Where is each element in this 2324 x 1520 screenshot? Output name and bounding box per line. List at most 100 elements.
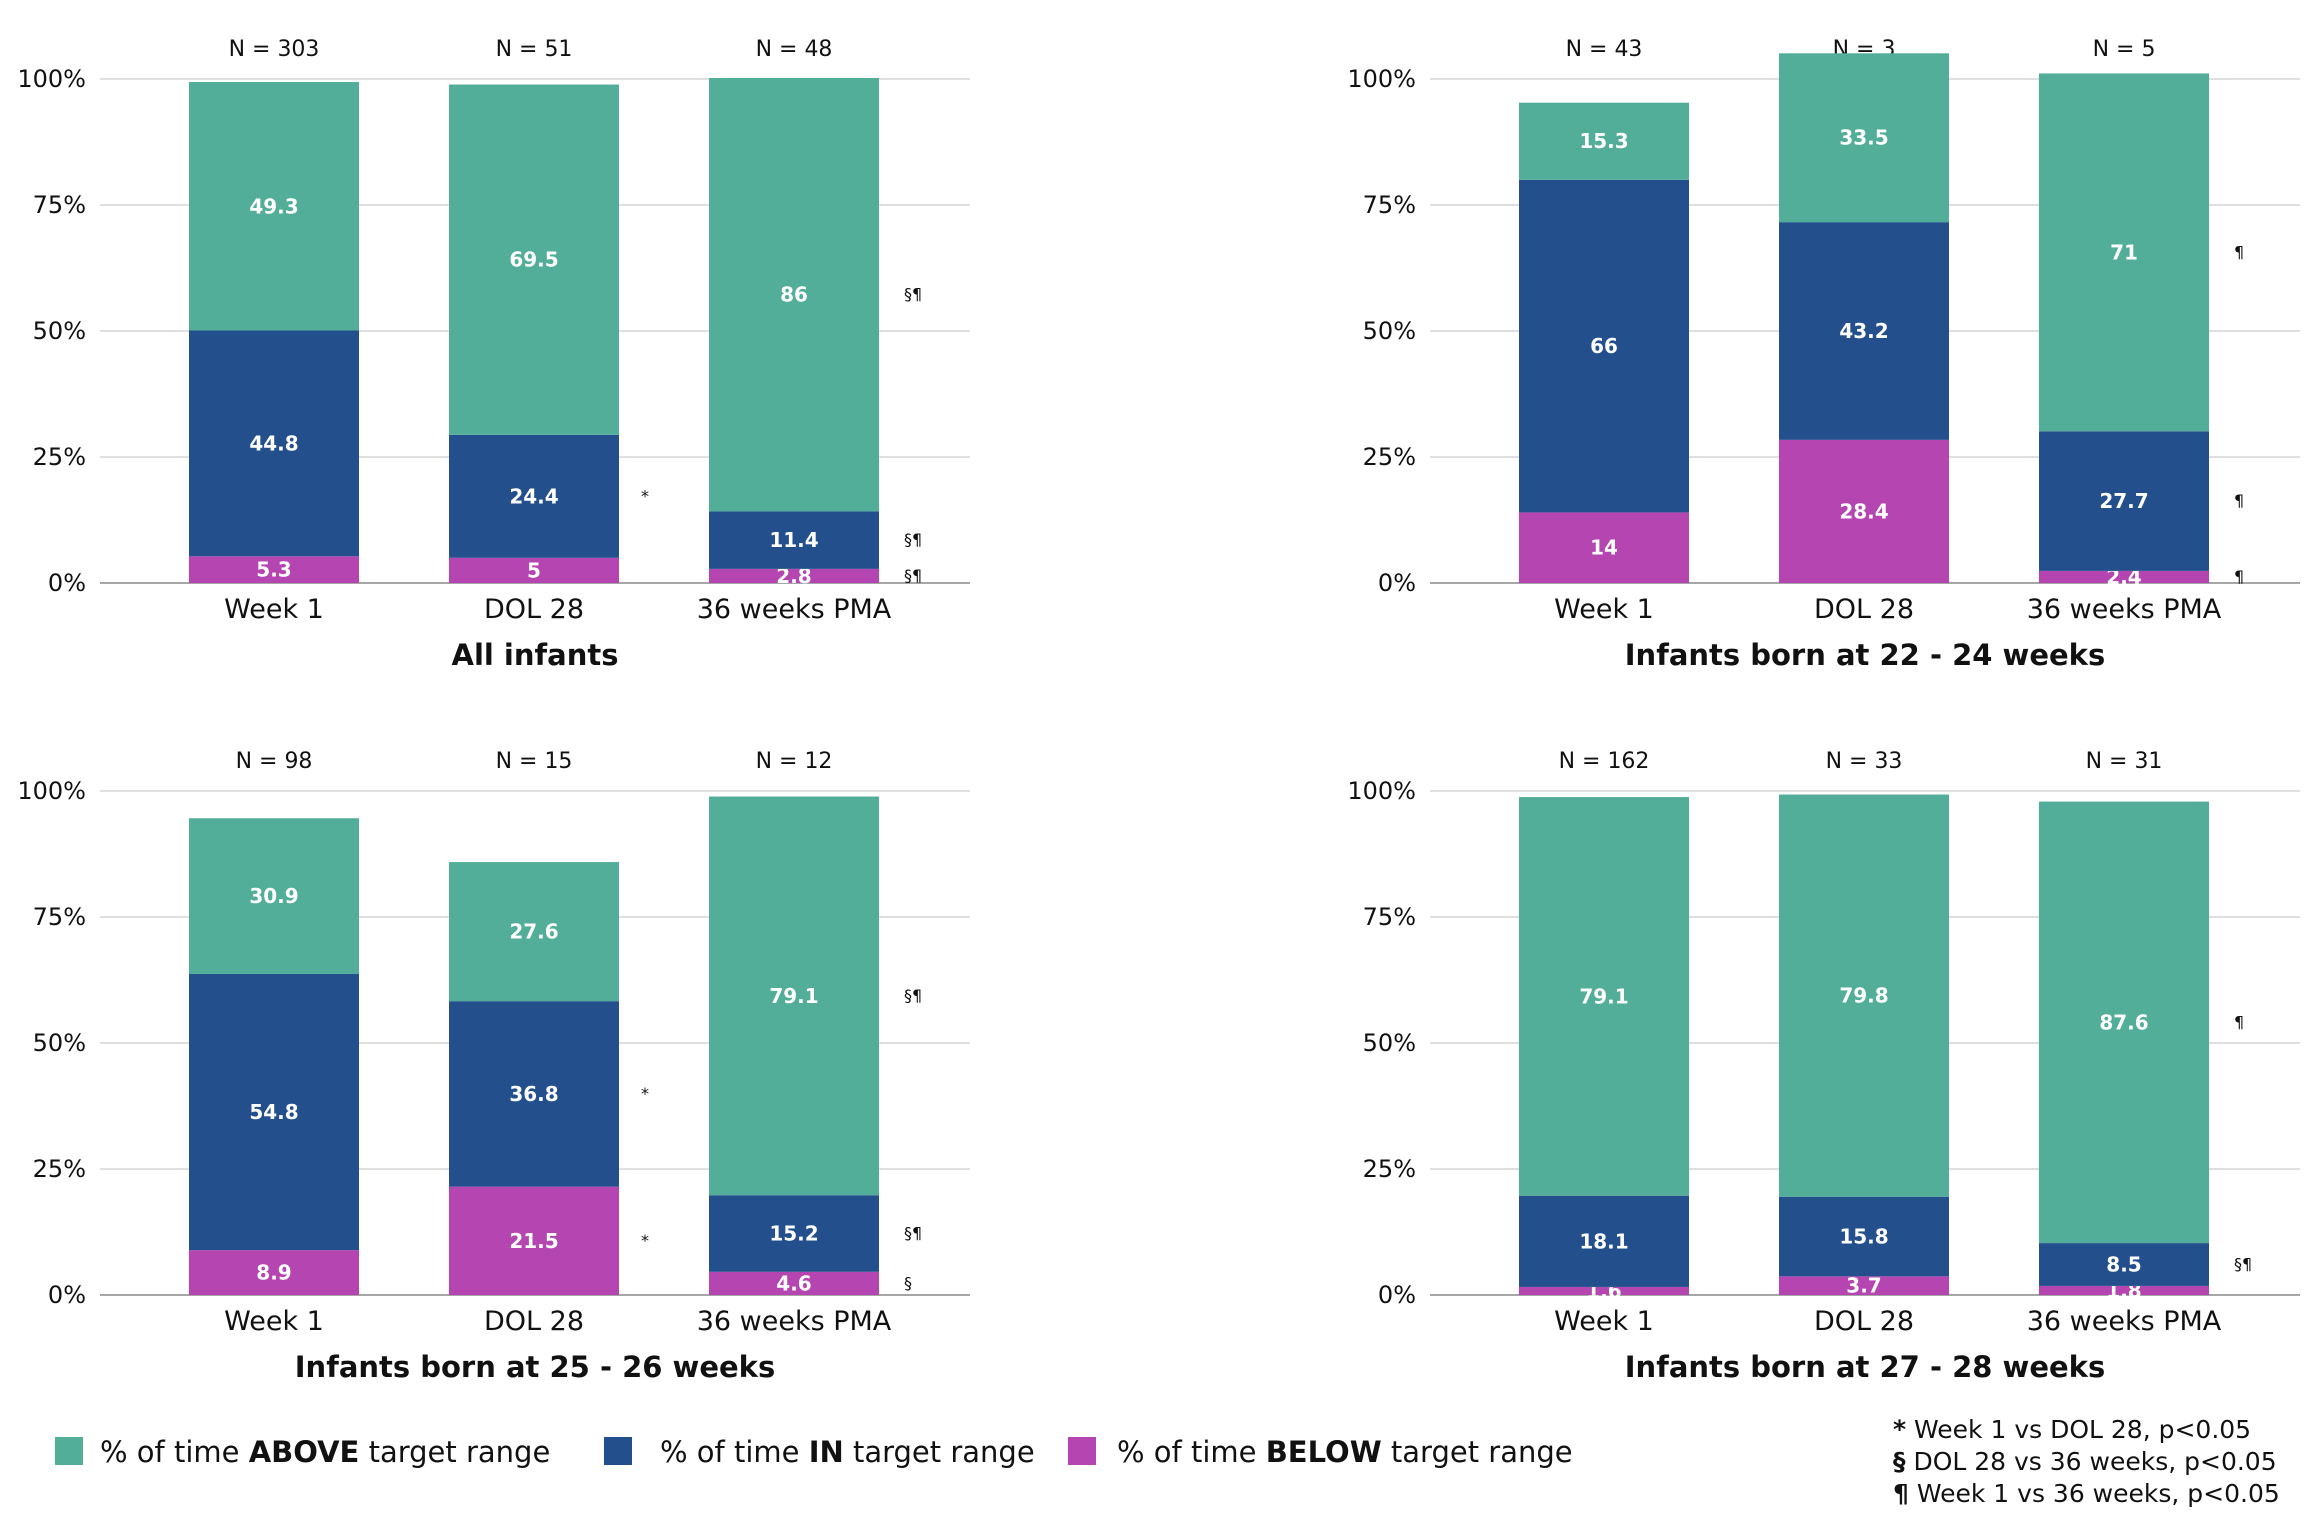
bar-segment-below (189, 556, 359, 583)
bar-segment-in (709, 511, 879, 569)
bar-segment-above (449, 84, 619, 435)
panel-title: Infants born at 22 - 24 weeks (1625, 638, 2105, 672)
data-label-in: 44.8 (249, 431, 298, 455)
bar-segment-in (709, 1195, 879, 1272)
data-label-in: 66 (1590, 334, 1618, 358)
legend-label-below: % of time BELOW target range (1117, 1435, 1573, 1469)
data-label-in: 24.4 (509, 484, 558, 508)
panel-title: Infants born at 27 - 28 weeks (1625, 1350, 2105, 1384)
data-label-in: 36.8 (509, 1082, 558, 1106)
sample-size-label: N = 303 (229, 37, 320, 62)
legend-swatch-below (1068, 1437, 1096, 1465)
data-label-above: 33.5 (1839, 126, 1888, 150)
y-tick-label: 25% (33, 1155, 86, 1183)
chart-panel: 0% 25% 50% 75% 100% N = 303 Week 1 5.3 44.8 49.3 N… (17, 37, 970, 672)
bar-segment-in (1779, 1196, 1949, 1277)
bar-segment-below (1779, 1276, 1949, 1295)
data-label-below: 21.5 (509, 1229, 558, 1253)
panel-title: Infants born at 25 - 26 weeks (295, 1350, 775, 1384)
data-label-above: 15.3 (1579, 129, 1628, 153)
y-tick-label: 75% (33, 903, 86, 931)
data-label-in: 15.8 (1839, 1225, 1888, 1249)
footnote-week1-vs-dol28: * Week 1 vs DOL 28, p<0.05 (1893, 1415, 2251, 1444)
y-tick-label: 25% (1363, 1155, 1416, 1183)
sample-size-label: N = 5 (2093, 37, 2156, 62)
sample-size-label: N = 48 (756, 37, 833, 62)
bar-segment-above (189, 818, 359, 974)
y-tick-label: 50% (1363, 317, 1416, 345)
x-tick-label: Week 1 (1554, 1306, 1654, 1337)
significance-mark-below: * (641, 1231, 649, 1250)
significance-mark-in: ¶ (2234, 491, 2244, 510)
y-tick-label: 0% (1378, 569, 1416, 597)
significance-mark-below: ¶ (2234, 567, 2244, 586)
bar-segment-below (709, 568, 879, 583)
bar-segment-below (2039, 570, 2209, 583)
data-label-in: 27.7 (2099, 489, 2148, 513)
bar-segment-above (2039, 801, 2209, 1244)
bar-segment-above (1519, 797, 1689, 1196)
x-tick-label: Week 1 (224, 1306, 324, 1337)
legend-label-in: % of time IN target range (660, 1435, 1035, 1469)
bar-segment-below (189, 1250, 359, 1295)
data-label-in: 15.2 (769, 1222, 818, 1246)
y-tick-label: 25% (33, 443, 86, 471)
significance-mark-in: §¶ (904, 1224, 922, 1243)
significance-mark-in: §¶ (2234, 1255, 2252, 1274)
bar-segment-below (709, 1271, 879, 1295)
y-tick-label: 100% (17, 777, 86, 805)
bar-segment-in (2039, 1243, 2209, 1286)
data-label-in: 8.5 (2106, 1253, 2141, 1277)
bar-segment-above (709, 796, 879, 1196)
data-label-below: 4.6 (776, 1271, 811, 1295)
x-tick-label: Week 1 (1554, 594, 1654, 625)
data-label-below: 5.3 (256, 558, 291, 582)
x-tick-label: 36 weeks PMA (697, 594, 892, 625)
bar-segment-below (2039, 1285, 2209, 1295)
sample-size-label: N = 162 (1559, 749, 1650, 774)
significance-mark-above: §¶ (904, 986, 922, 1005)
data-label-below: 14 (1590, 536, 1618, 560)
significance-mark-in: * (641, 486, 649, 505)
chart-panel: 0% 25% 50% 75% 100% N = 98 Week 1 8.9 54.8 30.9 N … (17, 749, 970, 1384)
y-tick-label: 100% (17, 65, 86, 93)
bar-segment-below (449, 1186, 619, 1295)
bar-segment-below (449, 557, 619, 583)
bar-segment-below (1779, 439, 1949, 583)
y-tick-label: 50% (33, 1029, 86, 1057)
bar-segment-above (1779, 794, 1949, 1197)
significance-mark-above: ¶ (2234, 1012, 2244, 1031)
data-label-below: 28.4 (1839, 499, 1888, 523)
bar-segment-in (449, 434, 619, 558)
significance-mark-above: ¶ (2234, 242, 2244, 261)
data-label-in: 11.4 (769, 528, 818, 552)
bar-segment-in (189, 973, 359, 1251)
data-label-above: 87.6 (2099, 1010, 2148, 1034)
significance-mark-in: §¶ (904, 530, 922, 549)
x-tick-label: Week 1 (224, 594, 324, 625)
panel-title: All infants (452, 638, 619, 672)
data-label-above: 86 (780, 283, 808, 307)
legend-swatch-above (55, 1437, 83, 1465)
bar-segment-in (189, 330, 359, 557)
bar-segment-in (1519, 179, 1689, 513)
x-tick-label: DOL 28 (1814, 1306, 1914, 1337)
y-tick-label: 100% (1347, 777, 1416, 805)
legend-item-below: % of time BELOW target range (1068, 1435, 1573, 1469)
legend-swatch-in (604, 1437, 632, 1465)
sample-size-label: N = 33 (1826, 749, 1903, 774)
data-label-above: 79.8 (1839, 984, 1888, 1008)
bar-segment-below (1519, 512, 1689, 583)
y-tick-label: 0% (1378, 1281, 1416, 1309)
x-tick-label: 36 weeks PMA (2027, 1306, 2222, 1337)
data-label-above: 79.1 (1579, 984, 1628, 1008)
bar-segment-in (2039, 431, 2209, 571)
data-label-in: 18.1 (1579, 1229, 1628, 1253)
data-label-below: 3.7 (1846, 1274, 1881, 1298)
legend-item-in: % of time IN target range (604, 1435, 1035, 1469)
sample-size-label: N = 51 (496, 37, 573, 62)
data-label-below: 8.9 (256, 1261, 291, 1285)
